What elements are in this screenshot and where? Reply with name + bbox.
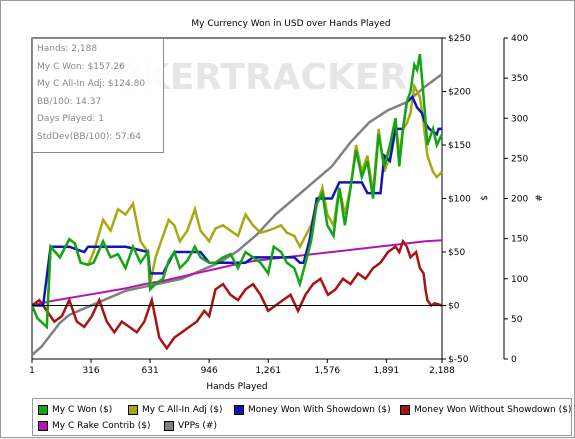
x-tick-label: 1,576 — [314, 366, 340, 376]
x-tick-label: 316 — [82, 366, 99, 376]
legend-item-my-c-won[interactable]: My C Won ($) — [38, 405, 112, 415]
legend-item-showdown[interactable]: Money Won With Showdown ($) — [234, 405, 391, 415]
y-left-tick-label: $50 — [448, 248, 465, 258]
legend-swatch-my-c-won — [38, 405, 48, 415]
y-right-tick-label: 150 — [511, 235, 528, 245]
legend: My C Won ($) My C All-In Adj ($) Money W… — [32, 398, 572, 436]
chart-title: My Currency Won in USD over Hands Played — [191, 19, 390, 29]
legend-item-vpps[interactable]: VPPs (#) — [164, 421, 217, 431]
legend-swatch-showdown — [234, 405, 244, 415]
y-left-tick-label: $0 — [448, 302, 460, 312]
y-right-tick-label: 250 — [511, 154, 528, 164]
x-tick-label: 1 — [29, 366, 35, 376]
legend-swatch-vpps — [164, 421, 174, 431]
legend-label-rake: My C Rake Contrib ($) — [52, 421, 151, 431]
legend-swatch-rake — [38, 421, 48, 431]
right-axis-label: # — [535, 194, 545, 202]
x-tick-label: 1,261 — [255, 366, 281, 376]
series-lines — [30, 53, 444, 356]
y-left-tick-label: $150 — [448, 141, 471, 151]
y-right-tick-label: 0 — [511, 355, 517, 365]
legend-label-my-c-won: My C Won ($) — [52, 405, 113, 415]
stat-days-played: Days Played: 1 — [37, 114, 104, 124]
stats-box: Hands: 2,188 My C Won: $157.26 My C All-… — [32, 38, 164, 153]
stat-all-in-adj: My C All-In Adj: $124.80 — [37, 79, 146, 89]
legend-label-all-in-adj: My C All-In Adj ($) — [142, 405, 223, 415]
legend-label-showdown: Money Won With Showdown ($) — [248, 405, 391, 415]
legend-swatch-non-showdown — [400, 405, 410, 415]
y-right-tick-label: 300 — [511, 114, 528, 124]
stat-bb-per-100: BB/100: 14.37 — [37, 96, 102, 107]
y-left-tick-label: $250 — [448, 34, 471, 44]
y-left-tick-label: $-50 — [448, 355, 469, 365]
stat-my-c-won: My C Won: $157.26 — [37, 61, 125, 72]
legend-item-rake[interactable]: My C Rake Contrib ($) — [38, 421, 151, 431]
x-tick-label: 1,891 — [373, 366, 399, 376]
y-right-tick-label: 50 — [511, 315, 523, 325]
legend-swatch-all-in-adj — [128, 405, 138, 415]
stat-hands: Hands: 2,188 — [37, 44, 98, 54]
y-right-tick-label: 100 — [511, 275, 528, 285]
series-line-my-c-won — [30, 53, 444, 330]
x-tick-label: 2,188 — [429, 366, 455, 376]
y-right-tick-label: 400 — [511, 34, 528, 44]
y-right-tick-label: 200 — [511, 195, 528, 205]
x-axis-label: Hands Played — [206, 382, 267, 392]
left-axis-label: $ — [480, 195, 490, 201]
series-line-showdown — [32, 94, 442, 307]
legend-item-all-in-adj[interactable]: My C All-In Adj ($) — [128, 405, 223, 415]
y-right-tick-label: 350 — [511, 74, 528, 84]
y-left-tick-label: $200 — [448, 88, 471, 98]
x-tick-label: 631 — [142, 366, 159, 376]
legend-label-vpps: VPPs (#) — [178, 421, 217, 431]
y-left-tick-label: $100 — [448, 195, 471, 205]
legend-label-non-showdown: Money Won Without Showdown ($) — [414, 405, 572, 415]
x-tick-label: 946 — [201, 366, 218, 376]
stat-stddev: StdDev(BB/100): 57.64 — [37, 131, 141, 142]
series-line-non-showdown — [31, 238, 443, 351]
legend-item-non-showdown[interactable]: Money Won Without Showdown ($) — [400, 405, 571, 415]
axes: $-50 $0 $50 $100 $150 $200 $250 0 50 100 150 200 250… — [29, 34, 528, 376]
